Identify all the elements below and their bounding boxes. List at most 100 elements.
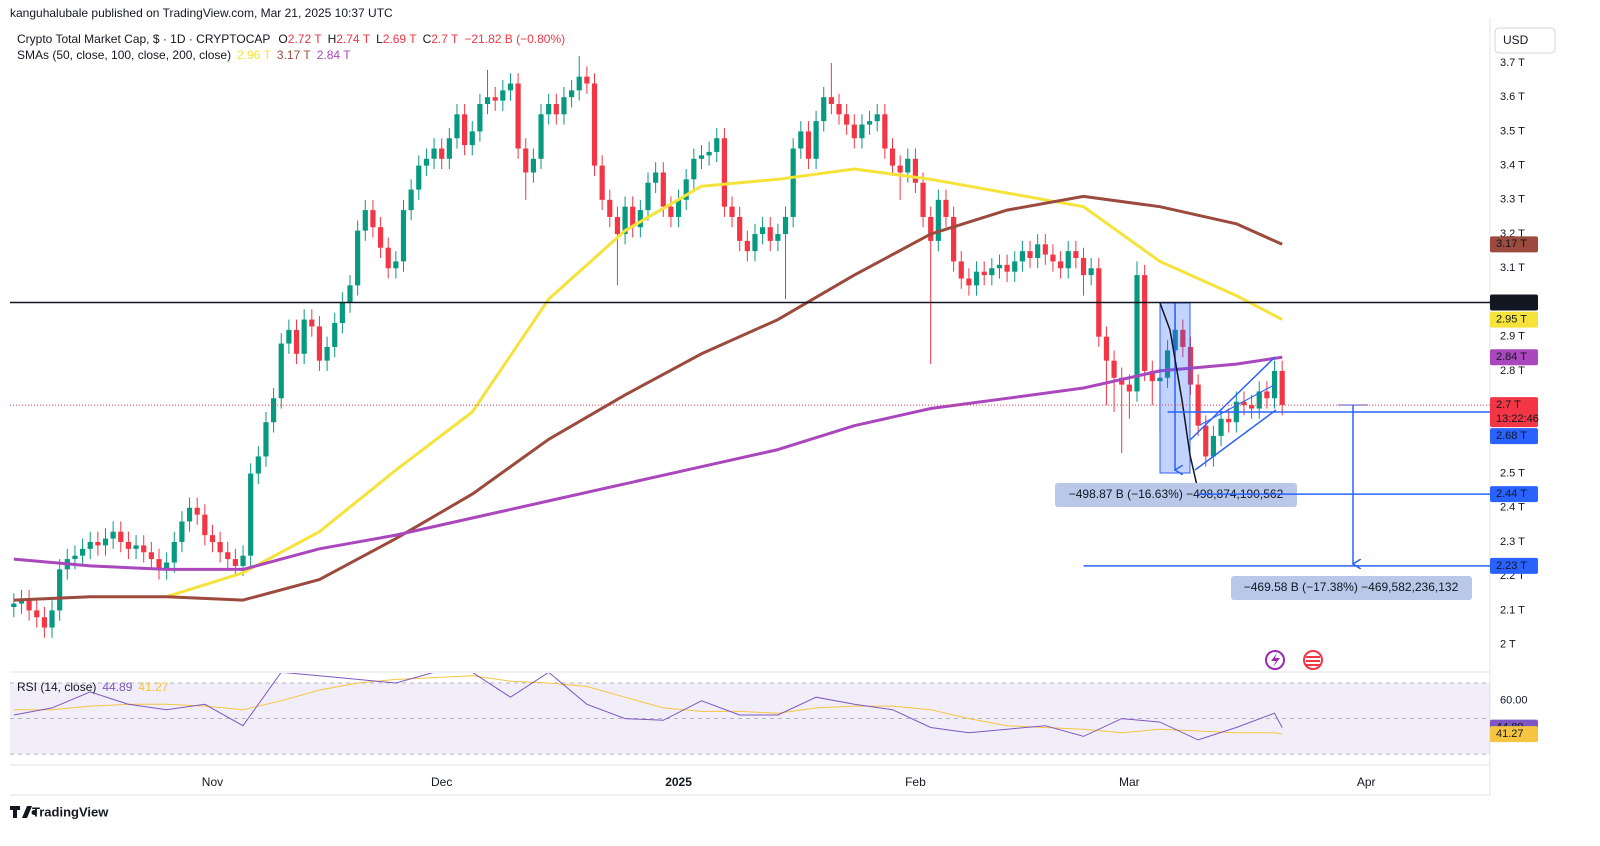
ohlc-key: H <box>328 32 337 46</box>
price-levels: 3.17 T 3T 2.95 T 2.84 T 2.7 T 13:22:46 2.68 T 2… <box>10 236 1539 574</box>
sma-line <box>13 194 1283 602</box>
brand-logo <box>10 806 37 818</box>
price-label-box <box>1490 349 1538 366</box>
candle-body <box>660 172 666 207</box>
candle-body <box>1027 251 1033 259</box>
candle-body <box>966 278 972 286</box>
y-tick-label: 2.9 T <box>1500 331 1525 343</box>
price-label-box <box>1490 236 1538 253</box>
candle-body <box>309 319 315 327</box>
price-label-box <box>1490 486 1538 503</box>
candle-body <box>1134 275 1140 392</box>
candle-body <box>1271 370 1278 399</box>
candle-body <box>1035 244 1041 259</box>
sma-label: SMAs (50, close, 100, close, 200, close) <box>17 48 231 62</box>
candle-body <box>1149 370 1155 382</box>
candle-body <box>118 531 124 542</box>
candle-body <box>293 329 300 354</box>
candle-body <box>553 104 559 115</box>
candle-body <box>530 158 536 173</box>
candle-body <box>339 302 345 324</box>
candle-body <box>423 158 430 166</box>
candle-body <box>240 555 246 566</box>
candle-body <box>882 114 888 149</box>
candle-body <box>668 206 674 217</box>
candle-body <box>897 165 903 173</box>
currency[interactable]: USD <box>1503 33 1529 47</box>
candle-body <box>324 346 330 361</box>
candle-body <box>637 210 643 228</box>
candle-body <box>622 206 628 235</box>
ohlc-value: 2.69 T <box>383 32 417 46</box>
candle-body <box>928 216 934 241</box>
candle-body <box>271 398 277 423</box>
x-tick-label: Dec <box>431 775 452 789</box>
candle-body <box>202 514 208 536</box>
candle-body <box>729 206 735 217</box>
candle-body <box>1249 405 1255 409</box>
candle-body <box>874 114 880 122</box>
candle-body <box>1210 435 1217 457</box>
ohlc-value: 2.7 T <box>431 32 459 46</box>
x-tick-label: Feb <box>905 775 926 789</box>
candle-body <box>951 216 957 262</box>
ticks: 3.7 T3.6 T3.5 T3.4 T3.3 T3.2 T3.1 T2.9 T… <box>202 57 1525 789</box>
candle-body <box>653 172 659 183</box>
x-tick-label: Nov <box>202 775 223 789</box>
path-drawing <box>1159 302 1199 491</box>
ohlc-value: 2.72 T <box>288 32 322 46</box>
candle-body <box>87 541 93 549</box>
candle-body <box>1264 391 1270 399</box>
symbol-legend: Crypto Total Market Cap, $ · 1D · CRYPTO… <box>17 32 565 46</box>
sma-lines <box>13 167 1283 602</box>
candle-body <box>737 216 743 241</box>
currency-button[interactable] <box>1494 27 1556 54</box>
candle-body <box>248 473 254 556</box>
ohlc-key: O <box>278 32 287 46</box>
candle-body <box>469 131 475 146</box>
candle-body <box>1203 425 1209 457</box>
rsi-line <box>13 673 1283 741</box>
y-tick-label: 2.4 T <box>1500 502 1525 514</box>
y-tick-label: 2.3 T <box>1500 536 1525 548</box>
candle-body <box>385 247 391 269</box>
candle-body <box>477 104 483 132</box>
price-label-box <box>1490 428 1538 445</box>
candle-body <box>721 138 728 207</box>
drawings: −498.87 B (−16.63%) −498,874,190,562 −46… <box>1055 302 1472 670</box>
candle-body <box>828 97 834 105</box>
ohlc-key: C <box>423 32 432 46</box>
candle-body <box>301 319 307 354</box>
candle-body <box>584 76 590 84</box>
candle-body <box>935 199 941 241</box>
candle-body <box>41 617 47 628</box>
candle-body <box>186 507 193 522</box>
brand-name: TradingView <box>32 804 109 819</box>
measure-box <box>1231 576 1472 600</box>
y-tick-label: 3.1 T <box>1500 262 1525 274</box>
candle-body <box>194 507 200 515</box>
candle-body <box>844 114 850 125</box>
candle-body <box>1057 261 1064 269</box>
price-label: 2.7 T <box>1496 399 1521 411</box>
sma-line <box>166 167 1283 599</box>
candle-body <box>1065 251 1071 269</box>
candle-body <box>49 610 55 628</box>
candle-body <box>889 148 896 166</box>
candle-body <box>377 227 384 248</box>
candle-body <box>362 210 368 231</box>
candle-body <box>1088 268 1094 276</box>
price-label: 3T <box>1496 296 1509 308</box>
candle-body <box>760 227 766 235</box>
candle-body <box>821 97 827 122</box>
y-tick-label: 2.5 T <box>1500 467 1525 479</box>
candle-body <box>607 199 613 217</box>
candle-body <box>775 234 781 241</box>
candle-body <box>744 240 750 252</box>
candle-body <box>34 610 40 618</box>
rsi-label: RSI (14, close) <box>17 680 96 694</box>
candle-body <box>95 541 101 546</box>
ideas-icon[interactable] <box>1265 650 1285 670</box>
candle-body <box>546 104 552 115</box>
candle-body <box>11 603 17 607</box>
